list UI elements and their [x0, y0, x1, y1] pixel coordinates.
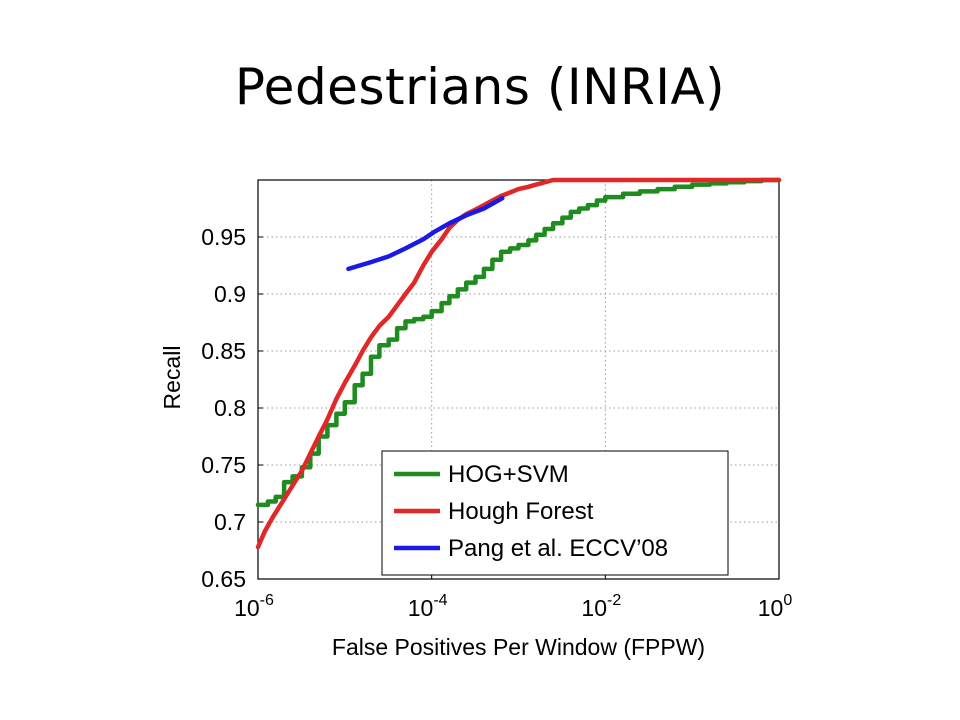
y-tick-label: 0.9 [214, 281, 246, 307]
legend-label: Pang et al. ECCV’08 [448, 535, 668, 562]
series-line-3 [346, 195, 505, 272]
legend-label: HOG+SVM [448, 461, 569, 488]
y-tick-label: 0.75 [201, 452, 246, 478]
x-axis-title: False Positives Per Window (FPPW) [332, 634, 705, 660]
axis-ticks: 10-6 10-4 10-2 100 0.65 0.7 0.75 0.8 0.85 0.9 0.95 [201, 224, 792, 621]
x-tick-label: 100 [758, 592, 793, 621]
legend: HOG+SVM Hough Forest Pang et al. ECCV’08 [381, 450, 729, 576]
x-tick-label: 10-6 [234, 592, 274, 621]
slide-title: Pedestrians (INRIA) [234, 58, 726, 116]
series-lines [255, 177, 782, 550]
y-tick-label: 0.7 [214, 509, 246, 535]
x-tick-label: 10-4 [408, 592, 448, 621]
plot-area-frame [257, 179, 780, 580]
y-tick-label: 0.85 [201, 338, 246, 364]
y-tick-label: 0.95 [201, 224, 246, 250]
y-axis-title: Recall [159, 346, 185, 410]
y-tick-label: 0.65 [201, 566, 246, 592]
x-tick-label: 10-2 [581, 592, 621, 621]
legend-label: Hough Forest [448, 498, 594, 525]
y-tick-label: 0.8 [214, 395, 246, 421]
series-line-1 [255, 177, 782, 508]
